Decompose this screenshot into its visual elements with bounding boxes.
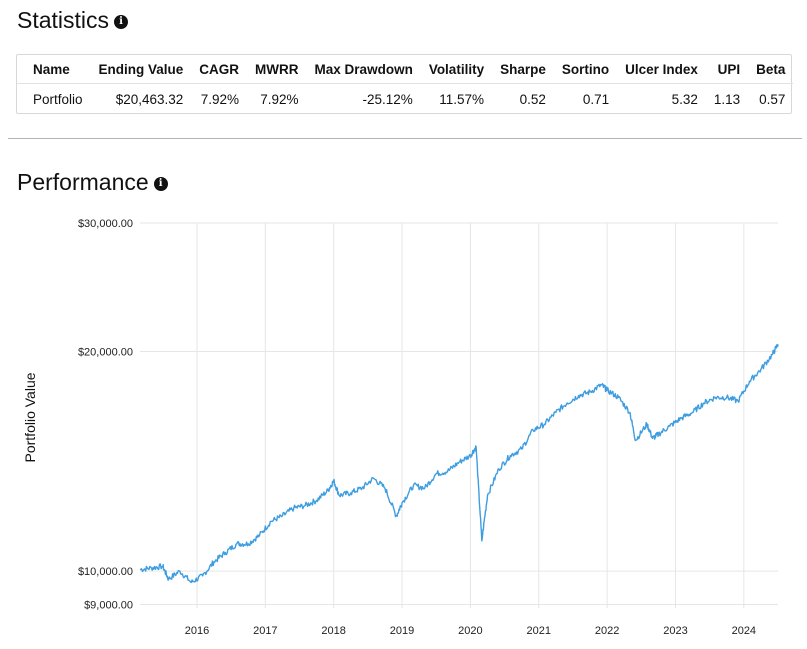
column-header[interactable]: Sharpe xyxy=(500,61,546,77)
column-header[interactable]: Sortino xyxy=(561,61,610,77)
table-body: Portfolio $20,463.32 7.92% 7.92% -25.12% 11.5… xyxy=(17,83,794,114)
table-cell: 7.92% xyxy=(247,83,307,114)
table-cell: 1.13 xyxy=(705,83,749,114)
table-row: Portfolio $20,463.32 7.92% 7.92% -25.12% 11.5… xyxy=(17,83,794,114)
portfolio-series-line xyxy=(139,344,779,584)
section-divider xyxy=(8,138,802,139)
table-cell: -25.12% xyxy=(306,83,421,114)
y-axis-title: Portfolio Value xyxy=(22,372,38,462)
y-tick-label: $20,000.00 xyxy=(78,346,133,358)
y-tick-label: $9,000.00 xyxy=(84,599,133,611)
x-tick-label: 2024 xyxy=(732,625,756,637)
table-cell: 0.71 xyxy=(553,83,618,114)
column-header[interactable]: Ulcer Index xyxy=(625,61,698,77)
table-cell: 5.32 xyxy=(617,83,706,114)
column-header[interactable]: UPI xyxy=(717,61,741,77)
x-tick-label: 2020 xyxy=(458,625,482,637)
x-tick-label: 2022 xyxy=(595,625,619,637)
statistics-table: Name Ending Value CAGR MWRR Max Drawdown Vola… xyxy=(17,55,794,114)
column-header[interactable]: Ending Value xyxy=(98,61,184,77)
y-tick-label: $10,000.00 xyxy=(78,566,133,578)
table-header-row: Name Ending Value CAGR MWRR Max Drawdown Vola… xyxy=(17,55,793,84)
column-header[interactable]: Volatility xyxy=(428,61,485,77)
table-cell: 0.52 xyxy=(492,83,554,114)
performance-title: Performance xyxy=(17,169,149,195)
performance-heading: Performance i xyxy=(17,171,168,194)
x-tick-label: 2018 xyxy=(321,625,345,637)
column-header[interactable]: MWRR xyxy=(255,61,299,77)
info-circle-icon[interactable]: i xyxy=(153,176,168,191)
statistics-title: Statistics xyxy=(17,7,110,33)
column-header[interactable]: Beta xyxy=(756,61,786,77)
y-tick-label: $30,000.00 xyxy=(78,218,133,230)
x-tick-label: 2016 xyxy=(185,625,209,637)
column-header[interactable]: CAGR xyxy=(199,61,240,77)
statistics-table-card: Name Ending Value CAGR MWRR Max Drawdown Vola… xyxy=(16,54,794,114)
table-cell: 0.57 xyxy=(748,83,794,114)
column-header[interactable]: Name xyxy=(33,61,70,77)
x-tick-label: 2021 xyxy=(527,625,551,637)
x-tick-label: 2017 xyxy=(253,625,277,637)
statistics-heading: Statistics i xyxy=(17,7,129,33)
x-tick-label: 2019 xyxy=(390,625,414,637)
table-cell: 7.92% xyxy=(191,83,248,114)
x-tick-label: 2023 xyxy=(663,625,687,637)
info-circle-icon[interactable]: i xyxy=(114,14,129,29)
table-cell: 11.57% xyxy=(420,83,493,114)
column-header[interactable]: Max Drawdown xyxy=(314,61,413,77)
table-cell: Portfolio xyxy=(17,83,91,114)
table-cell: $20,463.32 xyxy=(90,83,192,114)
